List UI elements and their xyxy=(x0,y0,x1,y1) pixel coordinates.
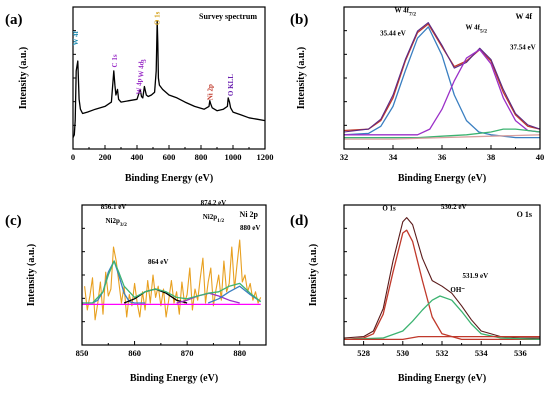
x-tick-label: 528 xyxy=(357,348,370,358)
panel-letter: (c) xyxy=(5,213,22,229)
annotation-label: W 4d xyxy=(137,61,145,77)
annotation-label: 3 xyxy=(140,59,148,63)
annotation-label: 37.54 eV xyxy=(510,44,536,52)
annotation-label: OH⁻ xyxy=(450,286,465,294)
panel-letter: (b) xyxy=(290,12,308,28)
y-axis-title: Intensity (a.u.) xyxy=(296,47,307,110)
x-tick-label: 850 xyxy=(76,348,89,358)
panel-2: 850 860 870 880 Binding Energy (eV) Intensity… xyxy=(5,199,267,384)
annotation-label: 880 eV xyxy=(240,224,260,232)
x-tick-label: 1200 xyxy=(257,152,274,162)
annotation-label: 35.44 eV xyxy=(380,29,406,37)
panel-title: Survey spectrum xyxy=(199,12,257,21)
series-line-raw-1 xyxy=(343,22,541,133)
panel-3: 528 530 532 534 536 Binding Energy (eV) Intens… xyxy=(290,203,541,384)
x-tick-label: 880 xyxy=(233,348,246,358)
x-tick-label: 800 xyxy=(195,152,208,162)
x-tick-label: 860 xyxy=(128,348,141,358)
x-tick-label: 0 xyxy=(71,152,75,162)
series-line-component-4 xyxy=(344,128,541,139)
x-tick-label: 38 xyxy=(487,152,496,162)
y-axis-title: Intensity (a.u.) xyxy=(308,244,319,307)
x-tick-label: 36 xyxy=(438,152,447,162)
annotation-label: 530.2 eV xyxy=(441,203,467,211)
annotation-label: O KLL xyxy=(227,74,235,96)
x-tick-label: 32 xyxy=(340,152,349,162)
series-line-fit-envelope-0 xyxy=(343,23,541,132)
series-line-component-4 xyxy=(207,285,262,304)
series-line-component-2 xyxy=(343,295,541,341)
annotation-label: W 4f5/2 xyxy=(466,24,488,35)
y-axis-title: Intensity (a.u.) xyxy=(26,244,37,307)
series-line-background-3 xyxy=(344,335,540,341)
annotation-label: Ni2p3/2 xyxy=(105,217,127,228)
x-tick-label: 1000 xyxy=(225,152,242,162)
x-axis-title: Binding Energy (eV) xyxy=(125,173,213,184)
x-axis-title: Binding Energy (eV) xyxy=(398,373,486,384)
x-tick-label: 200 xyxy=(99,152,112,162)
annotation-label: O 1s xyxy=(153,11,161,25)
x-tick-label: 400 xyxy=(131,152,144,162)
series-line-raw-0 xyxy=(343,217,540,339)
x-tick-label: 532 xyxy=(436,348,449,358)
x-tick-label: 40 xyxy=(536,152,545,162)
annotation-label: 856.1 eV xyxy=(101,203,127,211)
y-axis-title: Intensity (a.u.) xyxy=(18,47,29,110)
x-tick-label: 536 xyxy=(514,348,527,358)
x-tick-label: 870 xyxy=(181,348,194,358)
annotation-label: W 4f7/2 xyxy=(395,7,417,18)
panel-title: O 1s xyxy=(517,210,532,219)
annotation-label: 864 eV xyxy=(148,258,168,266)
plot-frame xyxy=(81,204,267,346)
x-axis-title: Binding Energy (eV) xyxy=(130,373,218,384)
annotation-label: C 1s xyxy=(111,54,119,67)
annotation-label: W 4p xyxy=(135,78,143,94)
panel-letter: (d) xyxy=(290,213,308,229)
series-line-raw-0 xyxy=(84,239,262,321)
plot-frame xyxy=(343,6,541,150)
panel-title: W 4f xyxy=(515,12,532,21)
plot-frame xyxy=(72,6,266,150)
x-tick-label: 534 xyxy=(475,348,489,358)
panel-title: Ni 2p xyxy=(240,210,259,219)
x-axis-title: Binding Energy (eV) xyxy=(398,173,486,184)
series-line-data-0 xyxy=(72,20,266,138)
annotation-label: O 1s xyxy=(382,205,396,213)
annotation-label: 531.9 eV xyxy=(462,272,488,280)
series-line-fit-envelope-5 xyxy=(82,260,262,304)
panel-0: 0 200 400 600 800 1000 1200 Binding Energy (eV)… xyxy=(5,6,274,184)
x-tick-label: 34 xyxy=(389,152,398,162)
annotation-label: 874.2 eV xyxy=(201,199,227,207)
x-tick-label: 600 xyxy=(163,152,176,162)
annotation-label: Ni 2p xyxy=(207,84,215,100)
series-line-component-3 xyxy=(344,48,541,136)
series-line-background-5 xyxy=(344,134,541,140)
panel-letter: (a) xyxy=(5,12,23,28)
x-tick-label: 530 xyxy=(396,348,409,358)
plot-frame xyxy=(343,204,541,346)
annotation-label: Ni2p1/2 xyxy=(203,213,225,224)
annotation-label: W 4f xyxy=(72,30,80,45)
panel-1: 32 34 36 38 40 Binding Energy (eV) Intensity (… xyxy=(290,6,545,184)
series-line-component-1 xyxy=(343,229,540,341)
